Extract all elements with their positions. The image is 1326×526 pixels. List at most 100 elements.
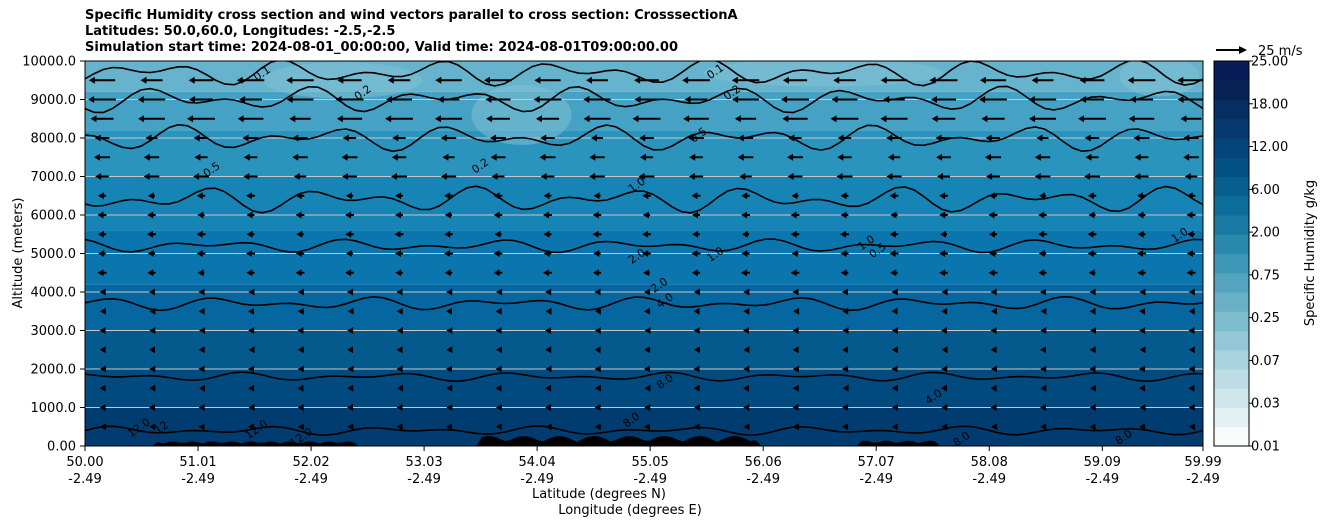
wind-arrow <box>495 307 502 315</box>
quiver-key: 25 m/s <box>1216 44 1303 59</box>
wind-arrow <box>198 288 205 296</box>
wind-arrow <box>790 211 800 219</box>
wind-arrow <box>937 173 950 180</box>
wind-arrow <box>347 365 354 373</box>
wind-arrow <box>889 192 899 200</box>
wind-arrow <box>98 250 106 257</box>
wind-arrow <box>890 211 898 219</box>
wind-arrow <box>792 384 799 392</box>
wind-arrow <box>248 404 255 411</box>
wind-arrow <box>1139 404 1146 411</box>
wind-arrow <box>196 192 206 200</box>
wind-arrow <box>486 115 510 123</box>
wind-arrow <box>543 211 552 219</box>
wind-arrow <box>833 76 856 84</box>
wind-arrow <box>243 173 258 180</box>
wind-arrow <box>99 307 106 315</box>
wind-arrow <box>493 250 503 257</box>
wind-arrow <box>840 211 849 219</box>
wind-arrow <box>345 230 354 238</box>
wind-arrow <box>99 288 106 296</box>
wind-arrow <box>593 192 601 200</box>
wind-arrow <box>242 134 259 142</box>
wind-arrow <box>1139 288 1146 296</box>
x-axis-label-lat: Latitude (degrees N) <box>532 487 666 502</box>
wind-arrow <box>395 192 403 200</box>
x-tick-label-lon: -2.49 <box>633 472 667 487</box>
wind-arrow <box>743 307 750 315</box>
colorbar-tick-label: 0.03 <box>1251 397 1280 412</box>
colorbar-label: Specific Humidity g/kg <box>1303 180 1318 326</box>
wind-arrow <box>683 115 709 123</box>
wind-arrow <box>491 173 505 180</box>
wind-arrow <box>891 365 898 373</box>
wind-arrow <box>842 423 849 431</box>
wind-arrow <box>782 115 808 123</box>
x-tick-label-lon: -2.49 <box>1085 472 1119 487</box>
wind-arrow <box>981 115 1005 123</box>
wind-arrow <box>883 96 905 103</box>
wind-arrow <box>589 173 605 180</box>
wind-arrow <box>446 365 453 373</box>
wind-arrow <box>1040 404 1047 411</box>
wind-arrow <box>643 269 650 277</box>
dry-patch <box>471 84 572 145</box>
wind-arrow <box>1031 76 1054 84</box>
wind-arrow <box>792 288 799 296</box>
wind-arrow <box>243 153 258 161</box>
wind-arrow <box>741 250 750 257</box>
wind-arrow <box>297 404 304 411</box>
wind-arrow <box>1040 346 1047 354</box>
wind-arrow <box>187 115 215 123</box>
wind-arrow <box>149 365 156 373</box>
wind-arrow <box>99 327 106 334</box>
wind-arrow <box>94 134 110 142</box>
wind-arrow <box>345 211 354 219</box>
wind-arrow <box>1080 96 1104 103</box>
colorbar-swatch <box>1214 176 1249 197</box>
wind-arrow <box>891 307 898 315</box>
wind-arrow <box>1089 346 1096 354</box>
wind-arrow <box>790 269 800 277</box>
wind-arrow <box>990 327 997 334</box>
wind-arrow <box>444 192 453 200</box>
colorbar-swatch <box>1214 195 1249 216</box>
wind-arrow <box>147 269 156 277</box>
wind-arrow <box>1089 288 1096 296</box>
wind-arrow <box>246 269 255 277</box>
wind-arrow <box>634 96 659 103</box>
wind-arrow <box>337 76 362 84</box>
wind-arrow <box>734 115 757 123</box>
wind-arrow <box>693 307 700 315</box>
wind-arrow <box>535 115 560 123</box>
wind-arrow <box>639 153 654 161</box>
wind-arrow <box>594 404 601 411</box>
wind-arrow <box>545 346 552 354</box>
wind-arrow <box>891 346 898 354</box>
wind-arrow <box>347 423 354 431</box>
wind-arrow <box>386 96 412 103</box>
wind-arrow <box>1087 192 1097 200</box>
wind-arrow <box>543 250 552 257</box>
x-tick-label-lat: 59.99 <box>1184 455 1221 470</box>
wind-arrow <box>297 307 304 315</box>
wind-arrow <box>1078 115 1106 123</box>
colorbar-swatch <box>1214 80 1249 100</box>
wind-arrow <box>1177 96 1203 103</box>
wind-arrow <box>446 288 453 296</box>
wind-arrow <box>594 327 601 334</box>
wind-arrow <box>347 288 354 296</box>
wind-arrow <box>941 327 948 334</box>
wind-arrow <box>295 192 305 200</box>
wind-arrow <box>446 423 453 431</box>
wind-arrow <box>1028 96 1057 103</box>
wind-arrow <box>985 153 1001 161</box>
wind-arrow <box>936 153 951 161</box>
y-tick-label: 7000.0 <box>31 170 77 185</box>
wind-arrow <box>842 404 849 411</box>
wind-arrow <box>248 384 255 392</box>
wind-arrow <box>540 173 555 180</box>
wind-arrow <box>1180 115 1202 123</box>
wind-arrow <box>743 327 750 334</box>
wind-arrow <box>939 192 948 200</box>
